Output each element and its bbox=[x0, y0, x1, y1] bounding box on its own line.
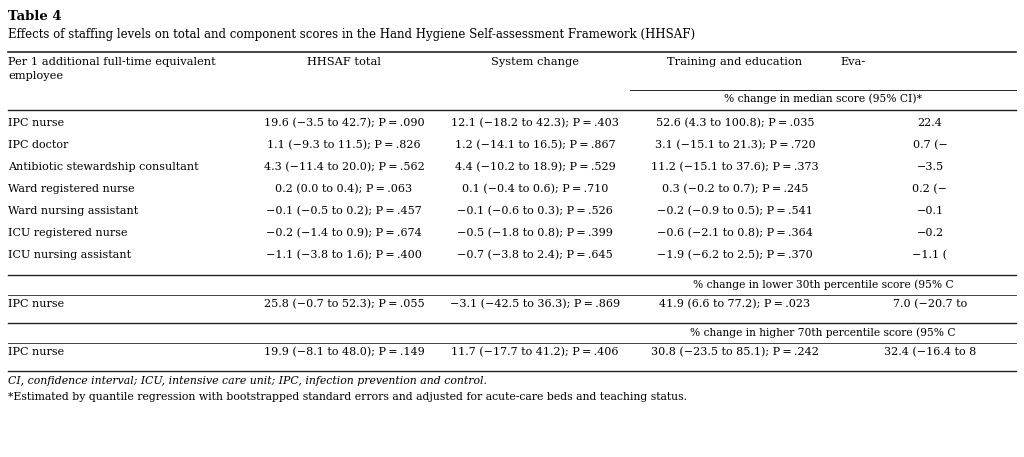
Text: −0.7 (−3.8 to 2.4); P = .645: −0.7 (−3.8 to 2.4); P = .645 bbox=[457, 250, 613, 260]
Text: 0.3 (−0.2 to 0.7); P = .245: 0.3 (−0.2 to 0.7); P = .245 bbox=[662, 184, 808, 194]
Text: employee: employee bbox=[8, 71, 63, 81]
Text: CI, confidence interval; ICU, intensive care unit; IPC, infection prevention and: CI, confidence interval; ICU, intensive … bbox=[8, 376, 487, 386]
Text: −0.5 (−1.8 to 0.8); P = .399: −0.5 (−1.8 to 0.8); P = .399 bbox=[457, 228, 613, 238]
Text: 19.9 (−8.1 to 48.0); P = .149: 19.9 (−8.1 to 48.0); P = .149 bbox=[263, 347, 424, 357]
Text: −1.1 (−3.8 to 1.6); P = .400: −1.1 (−3.8 to 1.6); P = .400 bbox=[266, 250, 422, 260]
Text: −3.1 (−42.5 to 36.3); P = .869: −3.1 (−42.5 to 36.3); P = .869 bbox=[450, 299, 621, 309]
Text: −1.1 (: −1.1 ( bbox=[912, 250, 947, 260]
Text: 19.6 (−3.5 to 42.7); P = .090: 19.6 (−3.5 to 42.7); P = .090 bbox=[264, 118, 424, 128]
Text: 0.1 (−0.4 to 0.6); P = .710: 0.1 (−0.4 to 0.6); P = .710 bbox=[462, 184, 608, 194]
Text: IPC nurse: IPC nurse bbox=[8, 299, 65, 309]
Text: % change in median score (95% CI)*: % change in median score (95% CI)* bbox=[724, 93, 922, 104]
Text: 1.1 (−9.3 to 11.5); P = .826: 1.1 (−9.3 to 11.5); P = .826 bbox=[267, 140, 421, 150]
Text: Ward registered nurse: Ward registered nurse bbox=[8, 184, 134, 194]
Text: 25.8 (−0.7 to 52.3); P = .055: 25.8 (−0.7 to 52.3); P = .055 bbox=[264, 299, 424, 309]
Text: 52.6 (4.3 to 100.8); P = .035: 52.6 (4.3 to 100.8); P = .035 bbox=[655, 118, 814, 128]
Text: 32.4 (−16.4 to 8: 32.4 (−16.4 to 8 bbox=[884, 347, 976, 357]
Text: ICU registered nurse: ICU registered nurse bbox=[8, 228, 128, 238]
Text: Effects of staffing levels on total and component scores in the Hand Hygiene Sel: Effects of staffing levels on total and … bbox=[8, 28, 695, 41]
Text: −1.9 (−6.2 to 2.5); P = .370: −1.9 (−6.2 to 2.5); P = .370 bbox=[657, 250, 813, 260]
Text: 0.2 (0.0 to 0.4); P = .063: 0.2 (0.0 to 0.4); P = .063 bbox=[275, 184, 413, 194]
Text: IPC nurse: IPC nurse bbox=[8, 118, 65, 128]
Text: −0.1 (−0.6 to 0.3); P = .526: −0.1 (−0.6 to 0.3); P = .526 bbox=[457, 206, 613, 216]
Text: ICU nursing assistant: ICU nursing assistant bbox=[8, 250, 131, 260]
Text: 7.0 (−20.7 to: 7.0 (−20.7 to bbox=[893, 299, 967, 309]
Text: 11.7 (−17.7 to 41.2); P = .406: 11.7 (−17.7 to 41.2); P = .406 bbox=[452, 347, 618, 357]
Text: System change: System change bbox=[490, 57, 579, 67]
Text: −3.5: −3.5 bbox=[916, 162, 943, 172]
Text: 22.4: 22.4 bbox=[918, 118, 942, 128]
Text: IPC nurse: IPC nurse bbox=[8, 347, 65, 357]
Text: −0.2 (−0.9 to 0.5); P = .541: −0.2 (−0.9 to 0.5); P = .541 bbox=[657, 206, 813, 216]
Text: −0.1: −0.1 bbox=[916, 206, 943, 216]
Text: 4.3 (−11.4 to 20.0); P = .562: 4.3 (−11.4 to 20.0); P = .562 bbox=[263, 162, 424, 172]
Text: *Estimated by quantile regression with bootstrapped standard errors and adjusted: *Estimated by quantile regression with b… bbox=[8, 392, 687, 402]
Text: % change in lower 30th percentile score (95% C: % change in lower 30th percentile score … bbox=[692, 279, 953, 290]
Text: 4.4 (−10.2 to 18.9); P = .529: 4.4 (−10.2 to 18.9); P = .529 bbox=[455, 162, 615, 172]
Text: −0.1 (−0.5 to 0.2); P = .457: −0.1 (−0.5 to 0.2); P = .457 bbox=[266, 206, 422, 216]
Text: Per 1 additional full-time equivalent: Per 1 additional full-time equivalent bbox=[8, 57, 216, 67]
Text: 1.2 (−14.1 to 16.5); P = .867: 1.2 (−14.1 to 16.5); P = .867 bbox=[455, 140, 615, 150]
Text: Table 4: Table 4 bbox=[8, 10, 61, 23]
Text: 12.1 (−18.2 to 42.3); P = .403: 12.1 (−18.2 to 42.3); P = .403 bbox=[451, 118, 618, 128]
Text: Eva-: Eva- bbox=[840, 57, 865, 67]
Text: 30.8 (−23.5 to 85.1); P = .242: 30.8 (−23.5 to 85.1); P = .242 bbox=[651, 347, 819, 357]
Text: −0.6 (−2.1 to 0.8); P = .364: −0.6 (−2.1 to 0.8); P = .364 bbox=[657, 228, 813, 238]
Text: −0.2: −0.2 bbox=[916, 228, 943, 238]
Text: 0.2 (−: 0.2 (− bbox=[912, 184, 947, 194]
Text: 11.2 (−15.1 to 37.6); P = .373: 11.2 (−15.1 to 37.6); P = .373 bbox=[651, 162, 819, 172]
Text: HHSAF total: HHSAF total bbox=[307, 57, 381, 67]
Text: Ward nursing assistant: Ward nursing assistant bbox=[8, 206, 138, 216]
Text: Antibiotic stewardship consultant: Antibiotic stewardship consultant bbox=[8, 162, 199, 172]
Text: 3.1 (−15.1 to 21.3); P = .720: 3.1 (−15.1 to 21.3); P = .720 bbox=[654, 140, 815, 150]
Text: −0.2 (−1.4 to 0.9); P = .674: −0.2 (−1.4 to 0.9); P = .674 bbox=[266, 228, 422, 238]
Text: % change in higher 70th percentile score (95% C: % change in higher 70th percentile score… bbox=[690, 327, 955, 338]
Text: IPC doctor: IPC doctor bbox=[8, 140, 69, 150]
Text: Training and education: Training and education bbox=[668, 57, 803, 67]
Text: 41.9 (6.6 to 77.2); P = .023: 41.9 (6.6 to 77.2); P = .023 bbox=[659, 299, 811, 309]
Text: 0.7 (−: 0.7 (− bbox=[912, 140, 947, 150]
